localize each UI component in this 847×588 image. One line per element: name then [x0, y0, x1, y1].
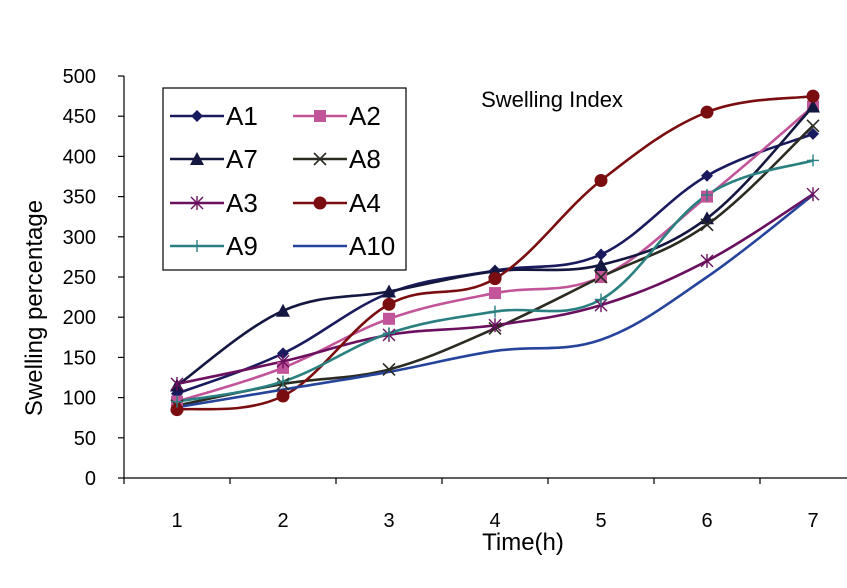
y-axis-title: Swelling percentage [21, 200, 48, 416]
data-point-triangle [594, 257, 608, 271]
legend-label: A9 [226, 231, 258, 261]
series-markers-a3 [170, 187, 820, 391]
chart-title: Swelling Index [481, 87, 623, 112]
legend-item-a10: A10 [293, 231, 395, 261]
data-point-star [190, 196, 204, 210]
data-point-circle [276, 389, 290, 403]
y-tick-label: 300 [63, 227, 96, 249]
data-point-x [382, 362, 396, 377]
data-point-x [806, 119, 820, 133]
legend-box [162, 87, 407, 271]
data-point-x [313, 152, 327, 166]
legend-label: A1 [226, 101, 258, 131]
legend-item-a2: A2 [293, 101, 381, 131]
chart-legend: A1 A2 A7 A8 A3 A4 A9 A10 [162, 87, 407, 271]
series-markers-a4 [170, 89, 820, 417]
data-point-circle [488, 272, 502, 286]
y-tick-label: 200 [63, 307, 96, 329]
data-point-square [383, 312, 395, 325]
data-point-square [489, 287, 501, 300]
legend-item-a7: A7 [170, 144, 258, 174]
y-tick-label: 0 [85, 468, 96, 490]
data-point-circle [594, 174, 608, 188]
y-tick-label: 350 [63, 187, 96, 209]
data-point-square [314, 110, 326, 122]
x-tick-label: 3 [383, 510, 394, 532]
legend-item-a3: A3 [170, 188, 258, 218]
x-tick-label: 4 [489, 510, 500, 532]
y-axis-ticks: 0 50 100 150 200 250 300 350 400 450 500 [63, 66, 124, 490]
data-point-star [488, 318, 502, 333]
data-point-diamond [595, 248, 607, 261]
legend-label: A7 [226, 144, 258, 174]
legend-item-a9: A9 [170, 231, 258, 261]
data-point-plus [171, 395, 183, 408]
data-point-triangle [276, 303, 290, 317]
legend-label: A4 [349, 188, 381, 218]
data-point-triangle [806, 99, 820, 113]
data-point-plus [383, 327, 395, 340]
y-tick-label: 100 [63, 388, 96, 410]
y-tick-label: 150 [63, 347, 96, 369]
data-point-circle [806, 89, 820, 103]
y-tick-label: 50 [74, 428, 96, 450]
legend-item-a1: A1 [170, 101, 258, 131]
y-tick-label: 450 [63, 106, 96, 128]
data-point-plus [701, 188, 713, 201]
data-point-diamond [807, 127, 819, 140]
data-point-diamond [701, 169, 713, 182]
y-tick-label: 400 [63, 146, 96, 168]
data-point-plus [595, 293, 607, 306]
data-point-diamond [277, 347, 289, 360]
legend-item-a4: A4 [293, 188, 381, 218]
x-tick-label: 5 [595, 510, 606, 532]
data-point-star [276, 354, 290, 369]
data-point-circle [700, 105, 714, 119]
data-point-circle [382, 297, 396, 311]
x-tick-label: 7 [807, 510, 818, 532]
x-tick-label: 2 [277, 510, 288, 532]
y-tick-label: 250 [63, 267, 96, 289]
data-point-plus [191, 240, 203, 252]
data-point-circle [170, 403, 184, 417]
data-point-circle [313, 196, 327, 210]
x-axis-title: Time(h) [482, 529, 564, 556]
data-point-triangle [190, 152, 204, 165]
x-tick-label: 6 [701, 510, 712, 532]
data-point-plus [489, 305, 501, 318]
legend-label: A10 [349, 231, 395, 261]
data-point-diamond [191, 110, 203, 122]
x-axis-ticks: 1 2 3 4 5 6 7 [123, 478, 819, 532]
data-point-plus [807, 154, 819, 167]
series-markers [170, 89, 820, 417]
data-point-triangle [382, 284, 396, 298]
x-tick-label: 1 [171, 510, 182, 532]
data-point-x [700, 218, 714, 232]
legend-label: A3 [226, 188, 258, 218]
data-point-star [806, 187, 820, 202]
data-point-x [594, 270, 608, 284]
data-point-star [700, 253, 714, 268]
legend-label: A8 [349, 144, 381, 174]
data-point-plus [277, 375, 289, 388]
data-point-star [170, 376, 184, 391]
series-markers-a9 [171, 154, 819, 408]
legend-label: A2 [349, 101, 381, 131]
y-tick-label: 500 [63, 66, 96, 88]
legend-item-a8: A8 [293, 144, 381, 174]
